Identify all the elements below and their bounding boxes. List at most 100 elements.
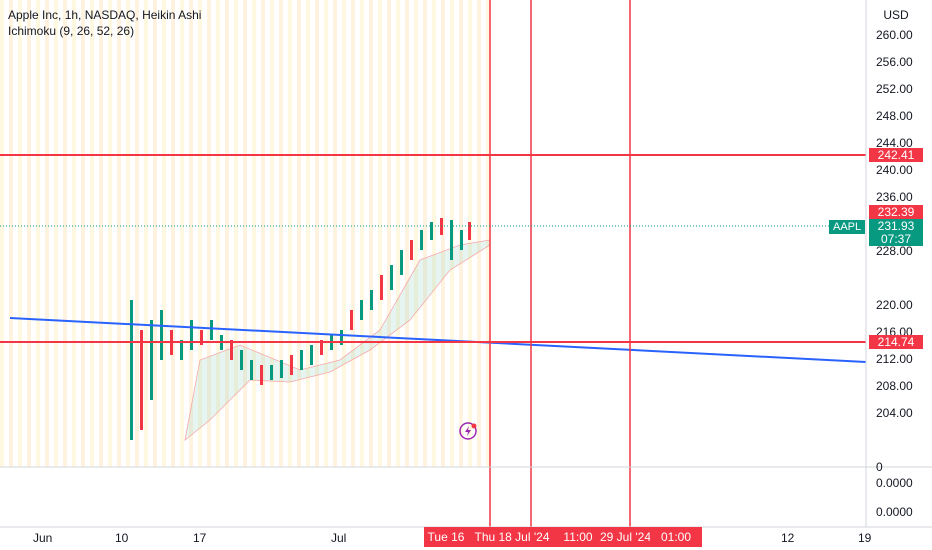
session-stripe (18, 0, 22, 467)
indicator-axis-tick: 0 (876, 460, 883, 474)
session-stripe (360, 0, 364, 467)
session-stripe (126, 0, 130, 467)
candle (160, 310, 163, 360)
candle (200, 330, 203, 345)
session-stripe (306, 0, 310, 467)
time-label-thu: Thu 18 Jul '24 (468, 527, 556, 547)
session-stripe (279, 0, 283, 467)
candle (340, 330, 343, 345)
price-tag-232: 232.39 (869, 205, 923, 219)
session-stripe (396, 0, 400, 467)
price-tag-231: 231.93 (869, 219, 923, 233)
candle (130, 300, 133, 440)
price-axis-labels: 260.00 256.00 252.00 248.00 244.00 240.00 236.… (876, 28, 913, 519)
session-stripe (0, 0, 4, 467)
candle (150, 320, 153, 400)
candle (350, 310, 353, 330)
candle (310, 345, 313, 365)
session-stripe (144, 0, 148, 467)
session-stripe (135, 0, 139, 467)
price-axis-tick: 220.00 (876, 298, 913, 312)
candle (320, 340, 323, 355)
session-stripe (261, 0, 265, 467)
candle (468, 222, 471, 240)
candle (370, 290, 373, 310)
session-stripe (477, 0, 481, 467)
candle (380, 275, 383, 300)
price-axis-tick: 212.00 (876, 352, 913, 366)
time-axis-tick: Jul (331, 531, 346, 545)
session-stripe (342, 0, 346, 467)
session-stripe (243, 0, 247, 467)
chart-title[interactable]: Apple Inc, 1h, NASDAQ, Heikin Ashi (8, 8, 202, 22)
lightning-icon[interactable] (459, 422, 477, 440)
session-stripe (171, 0, 175, 467)
time-label-time1: 11:00 (556, 527, 600, 547)
session-stripe (36, 0, 40, 467)
price-axis-tick: 244.00 (876, 136, 913, 150)
candle (450, 220, 453, 260)
ticker-badge: AAPL (829, 220, 866, 234)
session-stripe (108, 0, 112, 467)
price-axis-tick: 240.00 (876, 163, 913, 177)
session-stripe (90, 0, 94, 467)
session-stripe (9, 0, 13, 467)
session-stripe (45, 0, 49, 467)
price-axis-tick: 252.00 (876, 82, 913, 96)
price-axis-tick: 204.00 (876, 406, 913, 420)
indicator-axis-tick: 0.0000 (876, 505, 913, 519)
session-stripe (198, 0, 202, 467)
price-axis-tick: 256.00 (876, 55, 913, 69)
session-stripe (63, 0, 67, 467)
candle (210, 320, 213, 340)
candle (410, 240, 413, 260)
time-axis-labels: Jun 10 17 Jul 12 19 (33, 531, 872, 545)
session-stripe (252, 0, 256, 467)
price-axis-tick: 208.00 (876, 379, 913, 393)
countdown-tag: 07:37 (869, 232, 923, 246)
session-stripe (288, 0, 292, 467)
trend-line[interactable] (9, 317, 867, 363)
candle (180, 340, 183, 360)
candle (390, 265, 393, 290)
session-stripe (432, 0, 436, 467)
session-stripe (189, 0, 193, 467)
price-axis-tick: 248.00 (876, 109, 913, 123)
time-axis-tick: 10 (115, 531, 129, 545)
session-stripe (351, 0, 355, 467)
candle (140, 330, 143, 430)
time-label-tue: Tue 16 (424, 527, 468, 547)
session-stripe (54, 0, 58, 467)
price-axis-tick: 236.00 (876, 190, 913, 204)
session-stripe (216, 0, 220, 467)
time-axis-tick: 17 (193, 531, 207, 545)
candle (280, 360, 283, 378)
time-label-date2: 29 Jul '24 (600, 527, 650, 547)
time-axis-tick: 19 (858, 531, 872, 545)
candle (240, 350, 243, 370)
session-stripe (369, 0, 373, 467)
session-stripe (414, 0, 418, 467)
candle (270, 365, 273, 380)
candle (250, 360, 253, 380)
session-stripe (315, 0, 319, 467)
session-stripe (99, 0, 103, 467)
time-label-time2: 01:00 (650, 527, 702, 547)
session-stripe (378, 0, 382, 467)
candles (130, 218, 471, 440)
price-tag-214: 214.74 (869, 335, 923, 349)
session-stripe (180, 0, 184, 467)
session-stripe (162, 0, 166, 467)
price-axis-tick: 260.00 (876, 28, 913, 42)
session-stripe (225, 0, 229, 467)
indicator-axis-tick: 0.0000 (876, 476, 913, 490)
session-stripe (270, 0, 274, 467)
time-axis-tick: 12 (781, 531, 795, 545)
session-stripe (234, 0, 238, 467)
price-axis-tick: 228.00 (876, 244, 913, 258)
currency-selector[interactable]: USD (883, 8, 909, 22)
session-stripe (207, 0, 211, 467)
indicator-legend[interactable]: Ichimoku (9, 26, 52, 26) (8, 24, 135, 38)
candle (430, 222, 433, 240)
